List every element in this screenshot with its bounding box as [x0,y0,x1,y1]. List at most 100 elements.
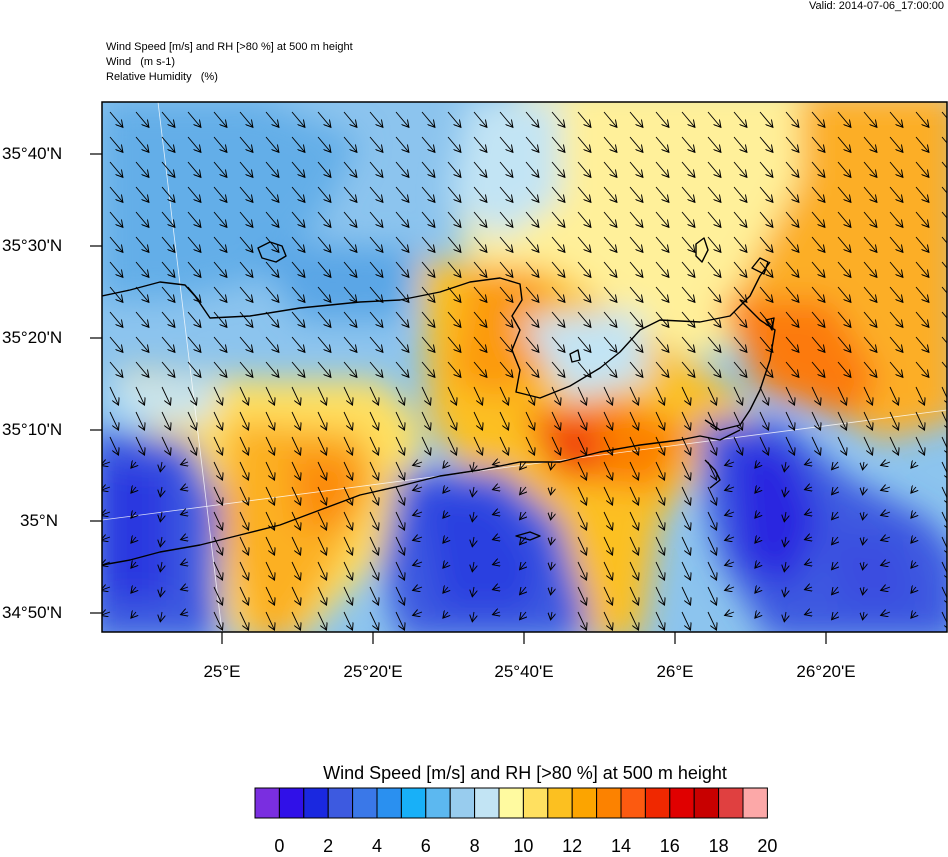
colorbar-swatch [278,787,305,819]
wind-arrow [473,361,487,377]
wind-arrow [707,461,717,480]
wind-arrow [239,461,249,480]
colorbar-swatch [498,787,524,819]
header-line-rh: Relative Humidity (%) [106,71,218,83]
wind-arrow [499,186,513,202]
wind-arrow [239,311,253,327]
wind-arrow [421,211,435,227]
wind-arrow [759,211,773,227]
wind-arrow [941,311,947,319]
wind-arrow [837,186,851,202]
wind-arrow [421,311,435,327]
wind-arrow [109,361,123,377]
wind-arrow [181,587,189,590]
wind-arrow [681,386,691,405]
wind-arrow [915,411,925,430]
wind-arrow [577,586,587,605]
wind-arrow [832,461,838,470]
wind-arrow [265,186,279,202]
wind-arrow [785,136,799,152]
wind-arrow [603,186,617,202]
wind-arrow [395,386,405,405]
wind-arrow [681,536,691,555]
wind-arrow [343,186,357,202]
wind-arrow [577,286,591,302]
wind-arrow [265,486,275,505]
colorbar-swatch [596,787,622,819]
wind-arrow [863,186,877,202]
wind-arrow [707,336,721,352]
wind-arrow [161,386,171,405]
wind-arrow [755,562,760,568]
wind-arrow [317,561,327,580]
colorbar-swatch [449,787,476,819]
wind-arrow [837,236,851,252]
wind-arrow [493,562,501,565]
wind-arrow [863,411,873,430]
wind-arrow [239,436,249,455]
wind-arrow [447,411,457,430]
wind-vector-field [102,111,947,630]
wind-arrow [499,261,513,277]
wind-arrow [837,211,851,227]
wind-arrow [265,261,279,277]
colorbar-swatch [376,787,402,819]
wind-arrow [131,612,136,618]
wind-arrow [655,486,665,505]
wind-arrow [725,462,735,465]
wind-arrow [239,336,253,352]
wind-arrow [603,486,613,505]
wind-arrow [889,286,903,302]
wind-arrow [317,436,327,455]
wind-arrow [520,511,526,520]
wind-arrow [681,461,691,480]
wind-arrow [472,486,474,497]
wind-arrow [499,136,513,152]
wind-arrow [343,311,357,327]
wind-arrow [915,161,929,177]
wind-arrow [629,186,643,202]
wind-arrow [181,562,189,565]
wind-arrow [805,512,813,515]
wind-arrow [881,512,891,515]
wind-arrow [135,361,149,377]
wind-arrow [837,386,847,405]
wind-arrow [395,186,409,202]
wind-arrow [317,211,331,227]
wind-arrow [187,236,201,252]
wind-arrow [213,486,223,505]
wind-arrow [805,462,813,465]
wind-arrow [160,536,162,547]
colorbar-swatch [352,787,378,819]
wind-arrow [343,536,353,555]
wind-arrow [681,511,691,530]
wind-arrow [109,136,123,152]
lon-label-25: 25°E [203,662,241,681]
wind-arrow [629,236,643,252]
wind-arrow [499,436,509,455]
wind-arrow [577,111,591,127]
wind-arrow [911,537,916,543]
wind-arrow [160,511,162,522]
wind-arrow [805,537,813,540]
wind-arrow [161,436,171,455]
wind-arrow [837,261,851,277]
wind-arrow [525,111,539,127]
wind-arrow [421,436,431,455]
wind-arrow [369,536,379,555]
wind-arrow [551,361,565,377]
wind-arrow [525,361,539,377]
wind-arrow [525,161,539,177]
wind-arrow [941,261,947,269]
wind-arrow [395,561,405,580]
wind-arrow [413,487,423,490]
wind-speed-field [102,102,947,632]
wind-arrow [811,311,825,327]
lon-label-25-40: 25°40'E [494,662,554,681]
wind-arrow [733,436,743,455]
wind-arrow [603,386,613,405]
wind-arrow [629,161,643,177]
wind-arrow [603,211,617,227]
wind-arrow [239,511,249,530]
wind-arrow [213,611,223,630]
